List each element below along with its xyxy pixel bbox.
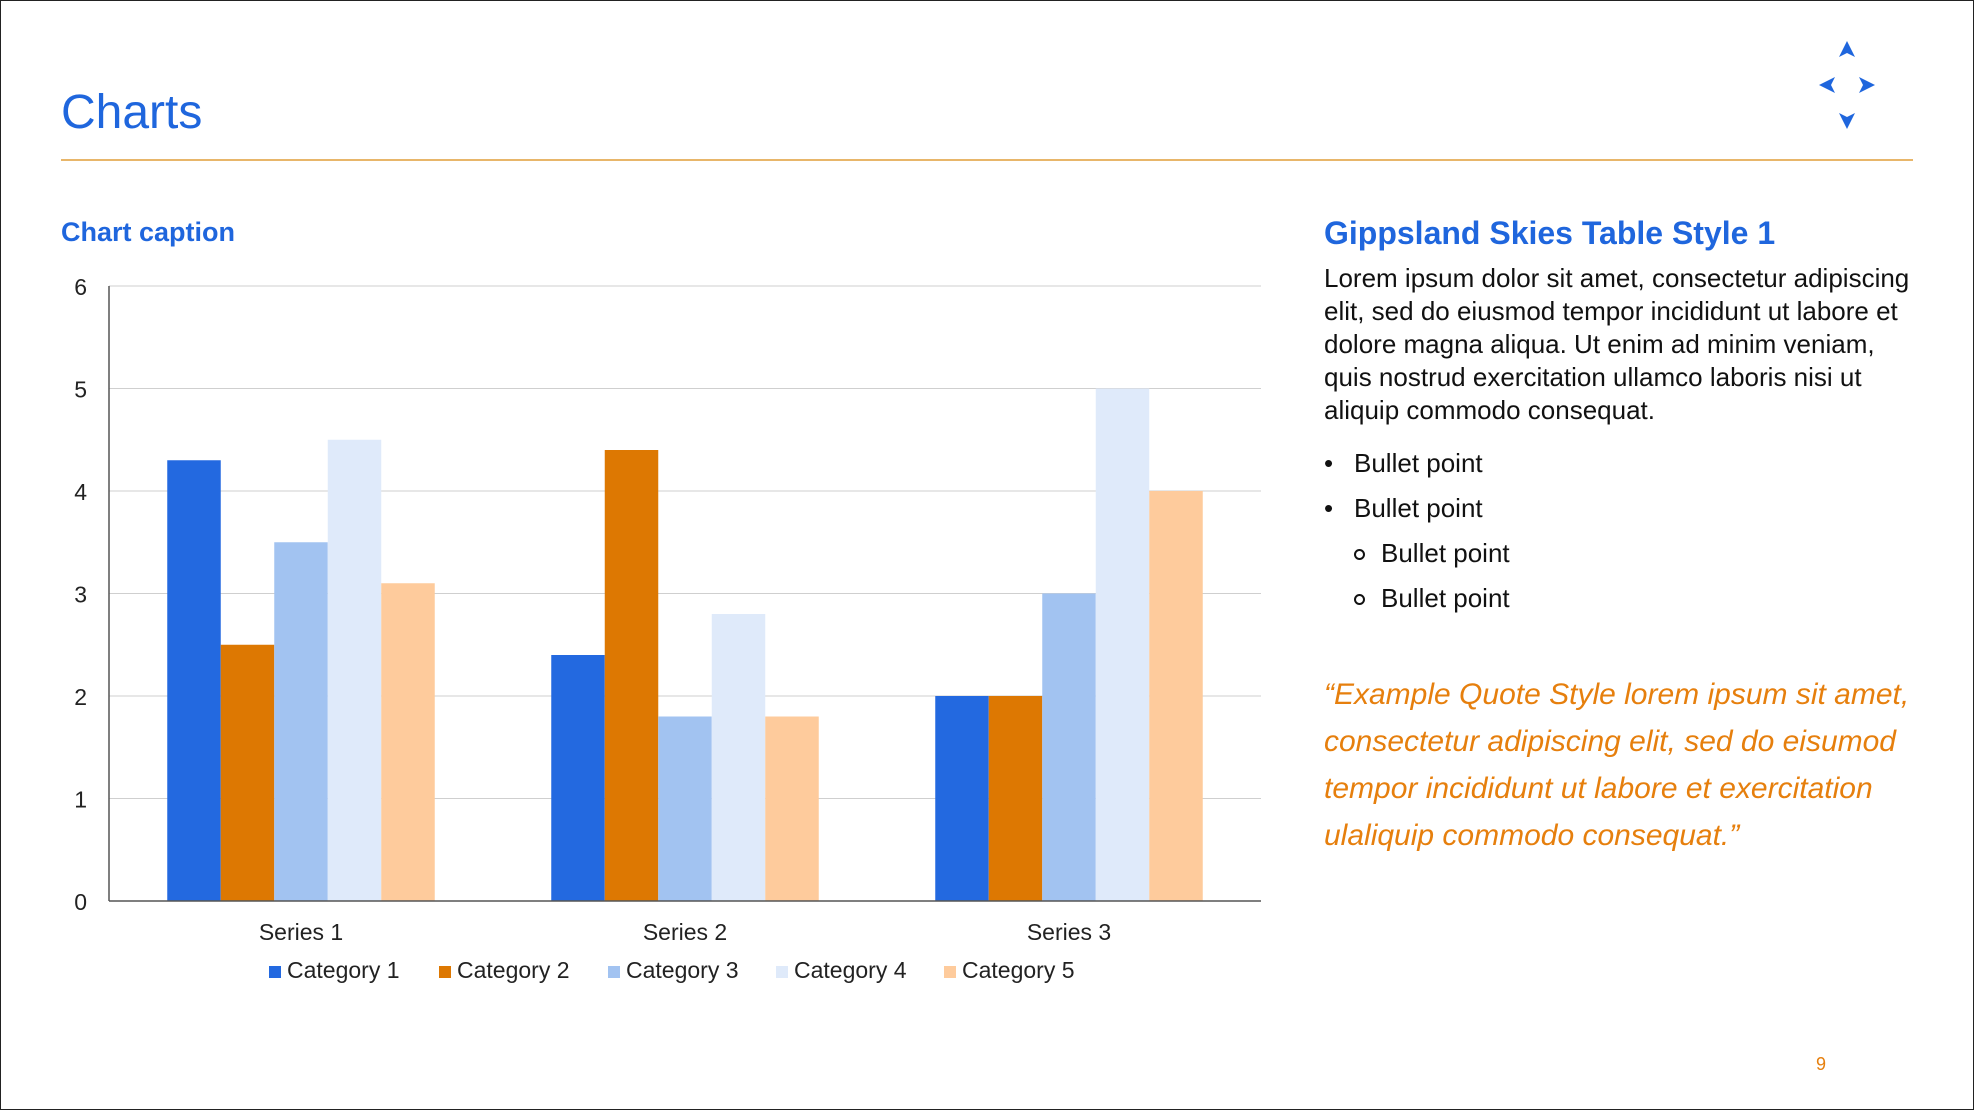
- bullet-item: Bullet point: [1324, 441, 1924, 486]
- bar: [274, 542, 328, 901]
- legend-label: Category 1: [287, 957, 400, 983]
- body-paragraph: Lorem ipsum dolor sit amet, consectetur …: [1324, 263, 1910, 425]
- bar: [381, 583, 435, 901]
- bullet-item: Bullet point: [1324, 531, 1924, 576]
- bar-chart: 0 1 2 3 4 5 6 Series 1 Series 2 Series 3 Category …: [74, 274, 1261, 983]
- y-tick-label: 2: [74, 684, 87, 710]
- legend-swatch: [439, 966, 451, 978]
- bar: [220, 644, 275, 901]
- legend-swatch: [269, 966, 281, 978]
- bar: [1095, 388, 1150, 901]
- bar: [1149, 491, 1203, 901]
- page-number: 9: [1816, 1054, 1827, 1074]
- legend-swatch: [776, 966, 788, 978]
- legend-label: Category 2: [457, 957, 570, 983]
- y-tick-label: 4: [74, 479, 87, 505]
- y-tick-label: 3: [74, 582, 87, 608]
- example-quote: “Example Quote Style lorem ipsum sit ame…: [1324, 678, 1910, 852]
- bar: [658, 716, 712, 901]
- table-style-heading: Gippsland Skies Table Style 1: [1324, 215, 1776, 251]
- bar: [551, 655, 605, 901]
- legend-swatch: [944, 966, 956, 978]
- bar: [604, 450, 659, 901]
- text-column: Gippsland Skies Table Style 1 Lorem ipsu…: [1324, 215, 1924, 859]
- y-tick-label: 0: [74, 889, 87, 915]
- y-tick-label: 5: [74, 377, 87, 403]
- legend-swatch: [608, 966, 620, 978]
- legend-label: Category 5: [962, 957, 1075, 983]
- bar: [935, 696, 989, 901]
- legend-label: Category 3: [626, 957, 739, 983]
- x-tick-label: Series 1: [259, 919, 343, 945]
- chart-caption: Chart caption: [61, 217, 236, 247]
- legend-label: Category 4: [794, 957, 907, 983]
- bar: [1042, 593, 1096, 901]
- bullet-item: Bullet point: [1324, 486, 1924, 531]
- title-divider: [61, 159, 1913, 161]
- bar: [711, 614, 766, 901]
- bar: [765, 716, 819, 901]
- slide-title: Charts: [61, 86, 203, 139]
- y-tick-label: 6: [74, 274, 87, 300]
- x-tick-label: Series 3: [1027, 919, 1111, 945]
- y-tick-label: 1: [74, 787, 87, 813]
- bar: [327, 439, 382, 901]
- x-tick-label: Series 2: [643, 919, 727, 945]
- four-arrow-star-icon: [1819, 41, 1875, 129]
- bullet-item: Bullet point: [1324, 576, 1924, 621]
- bar: [167, 460, 221, 901]
- bar: [988, 696, 1043, 901]
